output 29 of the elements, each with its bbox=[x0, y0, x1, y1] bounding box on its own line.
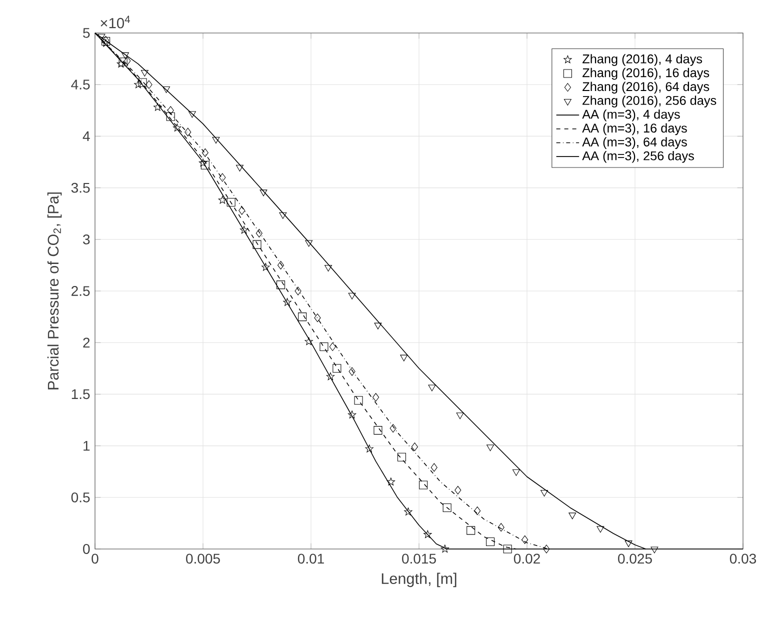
legend-label: AA (m=3), 16 days bbox=[582, 123, 687, 136]
x-tick-label: 0.005 bbox=[186, 554, 220, 564]
y-tick-label: 1.5 bbox=[72, 389, 90, 400]
x-tick-label: 0.03 bbox=[730, 554, 756, 564]
legend-label: Zhang (2016), 4 days bbox=[582, 54, 702, 66]
y-tick-label: 3.5 bbox=[71, 182, 90, 193]
legend-label: Zhang (2016), 256 days bbox=[582, 96, 716, 108]
y-tick-label: 4 bbox=[82, 131, 90, 142]
y-tick-label: 2 bbox=[83, 338, 90, 348]
y-tick-label: 1 bbox=[84, 440, 90, 451]
y-tick-label: 2.5 bbox=[72, 286, 90, 296]
y-tick-label: 4.5 bbox=[71, 80, 90, 90]
y-tick-label: 5 bbox=[83, 28, 90, 38]
y-axis-title: Parcial Pressure of CO$_{2}$, [Pa] bbox=[47, 192, 62, 390]
legend-label: Zhang (2016), 64 days bbox=[582, 82, 710, 94]
x-tick-label: 0.01 bbox=[298, 554, 324, 564]
y-tick-label: 3 bbox=[83, 234, 90, 244]
text: ×10$^{4}$ bbox=[100, 16, 130, 28]
y-tick-label: 0.5 bbox=[71, 492, 90, 502]
x-tick-label: 0.025 bbox=[618, 554, 652, 564]
legend-label: AA (m=3), 64 days bbox=[582, 137, 687, 149]
legend-label: AA (m=3), 256 days bbox=[582, 150, 694, 163]
x-tick-label: 0 bbox=[92, 554, 98, 564]
y-tick-label: 0 bbox=[83, 544, 90, 554]
legend-label: AA (m=3), 4 days bbox=[582, 109, 680, 122]
x-tick-label: 0.02 bbox=[514, 554, 540, 564]
x-axis-title: Length, [m] bbox=[382, 572, 456, 588]
legend-label: Zhang (2016), 16 days bbox=[582, 68, 710, 80]
x-tick-label: 0.015 bbox=[402, 554, 436, 564]
